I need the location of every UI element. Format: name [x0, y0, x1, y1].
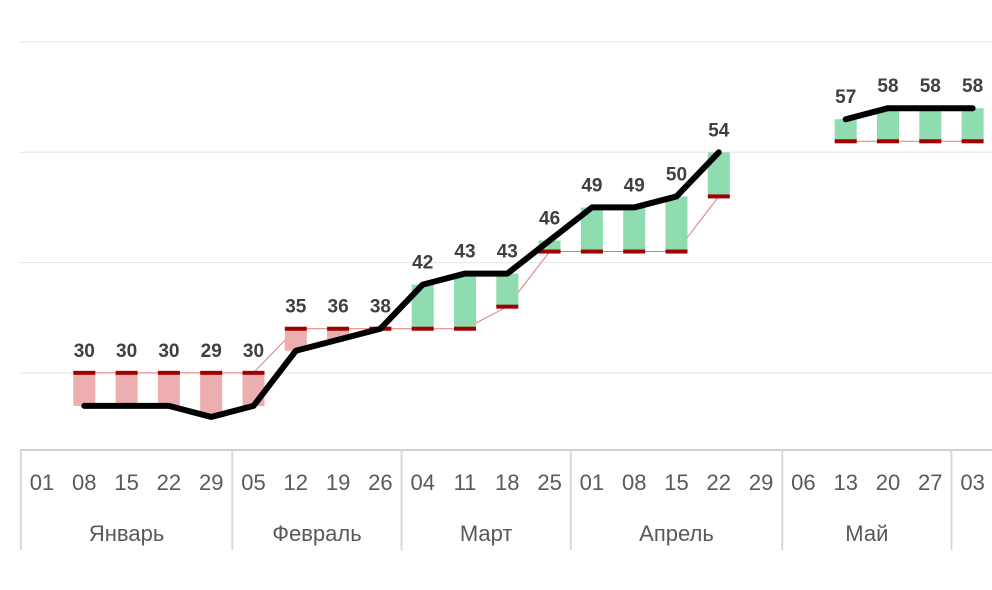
x-tick-label: 27: [918, 470, 942, 495]
x-tick-label: 08: [72, 470, 96, 495]
plan-marker: [200, 370, 223, 375]
x-tick-label: 29: [199, 470, 223, 495]
plan-connector-layer: [84, 140, 973, 374]
x-tick-label: 03: [960, 470, 984, 495]
x-tick-label: 08: [622, 470, 646, 495]
x-tick-label: 05: [241, 470, 265, 495]
plan-marker: [411, 326, 434, 331]
x-tick-label: 26: [368, 470, 392, 495]
delta-bar-down: [200, 372, 223, 417]
value-label-layer: 30 30 30 29 30 35 36 38 42 43 43 46 49 49 50 54 57 58 58 58: [74, 76, 983, 362]
delta-bar-up: [707, 152, 730, 197]
x-tick-label: 04: [410, 470, 434, 495]
value-label: 54: [708, 120, 730, 141]
plan-marker: [961, 139, 984, 144]
x-tick-label: 01: [30, 470, 54, 495]
value-label: 57: [835, 87, 856, 108]
plan-connector-line: [84, 196, 720, 374]
plan-marker: [623, 249, 646, 254]
delta-bar-down: [73, 372, 96, 406]
delta-bar-down: [327, 328, 350, 340]
x-tick-label: 12: [284, 470, 308, 495]
value-label: 36: [328, 297, 349, 318]
value-label: 46: [539, 209, 560, 230]
value-label: 42: [412, 253, 433, 274]
month-label: Март: [460, 521, 513, 546]
plan-marker: [707, 194, 730, 199]
value-label: 35: [285, 297, 307, 318]
actual-line: [842, 105, 976, 123]
plan-marker: [665, 249, 688, 254]
x-tick-label: 01: [580, 470, 604, 495]
delta-bar-down: [242, 372, 265, 406]
value-label: 38: [370, 297, 391, 318]
x-tick-label: 29: [749, 470, 773, 495]
plan-marker: [284, 326, 307, 331]
delta-bar-up: [580, 207, 603, 252]
x-tick-label: 20: [876, 470, 900, 495]
plan-marker: [580, 249, 603, 254]
plan-marker: [115, 370, 138, 375]
plan-marker: [73, 370, 96, 375]
value-label: 50: [666, 164, 687, 185]
plan-marker: [538, 249, 561, 254]
plan-marker: [834, 139, 857, 144]
value-label: 30: [116, 341, 137, 362]
x-tick-label: 22: [707, 470, 731, 495]
delta-bar-up: [496, 273, 519, 307]
value-label: 49: [624, 175, 645, 196]
x-tick-label: 25: [537, 470, 561, 495]
delta-bar-layer: [73, 108, 984, 417]
value-label: 58: [920, 76, 941, 97]
value-label: 58: [877, 76, 898, 97]
plan-marker: [496, 304, 519, 309]
delta-bar-up: [877, 108, 899, 142]
month-label: Май: [845, 521, 888, 546]
plan-marker: [242, 370, 265, 375]
plan-marker: [454, 326, 476, 331]
delta-bar-up: [665, 196, 688, 252]
delta-bar-up: [834, 119, 857, 142]
month-label: Январь: [89, 521, 164, 546]
value-label: 43: [454, 242, 475, 263]
x-tick-label: 06: [791, 470, 815, 495]
x-tick-label: 15: [664, 470, 688, 495]
plan-marker: [919, 139, 942, 144]
grid-layer: [20, 41, 992, 374]
delta-bar-down: [284, 328, 307, 351]
value-label: 58: [962, 76, 983, 97]
month-label: Апрель: [639, 521, 714, 546]
x-tick-label: 22: [157, 470, 181, 495]
value-label: 29: [201, 341, 222, 362]
month-label: Февраль: [272, 521, 361, 546]
x-tick-label: 13: [833, 470, 857, 495]
x-tick-label: 15: [114, 470, 138, 495]
x-tick-label: 19: [326, 470, 350, 495]
delta-bar-up: [538, 240, 561, 252]
x-axis: 01 08 15 22 29 05 12 19 26 04 11 18 25 01 08 15 22 29 06 13…: [19, 449, 992, 550]
delta-bar-down: [115, 372, 138, 406]
value-label: 30: [243, 341, 264, 362]
delta-bar-up: [961, 108, 984, 142]
x-tick-label: 11: [454, 470, 477, 495]
x-tick-label: 18: [495, 470, 519, 495]
value-label: 30: [74, 341, 95, 362]
delta-bar-up: [411, 284, 434, 329]
actual-line-layer: [81, 105, 976, 420]
value-label: 49: [581, 175, 602, 196]
plan-marker: [327, 326, 350, 331]
plan-marker: [877, 139, 899, 144]
value-label: 30: [158, 341, 179, 362]
delta-bar-up: [919, 108, 942, 142]
actual-line: [81, 149, 722, 420]
delta-bar-up: [454, 273, 476, 329]
delta-bar-up: [623, 207, 646, 252]
plan-marker: [157, 370, 180, 375]
delta-bar-down: [157, 372, 180, 406]
value-label: 43: [497, 242, 518, 263]
